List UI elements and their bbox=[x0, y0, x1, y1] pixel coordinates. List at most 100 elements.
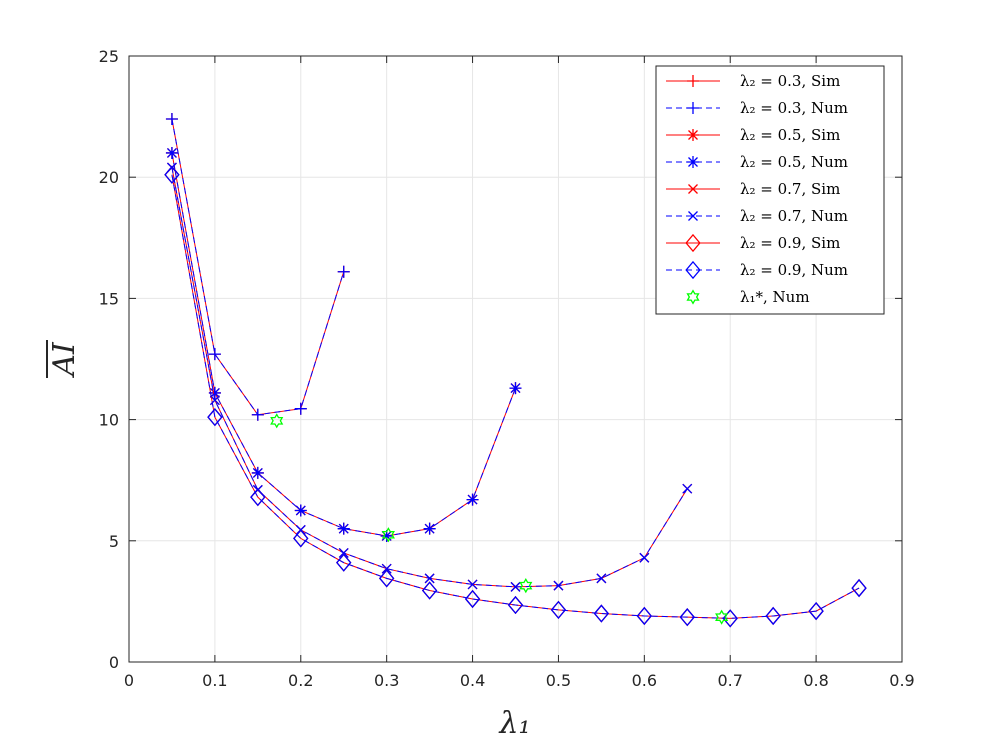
series-line bbox=[171, 152, 516, 537]
y-tick-label: 20 bbox=[99, 168, 119, 187]
y-axis-label-group: AI bbox=[46, 340, 82, 379]
data-point bbox=[165, 146, 178, 159]
legend-entry: λ₂ = 0.5, Num bbox=[666, 153, 848, 171]
legend-entry: λ₂ = 0.7, Num bbox=[666, 207, 848, 225]
data-point bbox=[338, 547, 349, 558]
series-line bbox=[171, 174, 860, 619]
legend-label: λ₂ = 0.5, Num bbox=[740, 153, 848, 171]
series-7 bbox=[164, 165, 867, 628]
data-point bbox=[685, 260, 701, 280]
data-point bbox=[251, 466, 264, 479]
y-tick-label: 5 bbox=[109, 532, 119, 551]
legend-entry: λ₂ = 0.9, Sim bbox=[666, 233, 840, 253]
data-point bbox=[510, 581, 521, 592]
data-point bbox=[765, 606, 781, 626]
data-point bbox=[682, 483, 693, 494]
data-point bbox=[209, 395, 220, 406]
series-8 bbox=[270, 413, 729, 625]
data-point bbox=[424, 573, 435, 584]
y-tick-label: 10 bbox=[99, 411, 119, 430]
data-point bbox=[165, 113, 178, 126]
data-point bbox=[467, 579, 478, 590]
axes-box bbox=[128, 55, 903, 663]
legend-entry: λ₁*, Num bbox=[686, 288, 810, 306]
legend-label: λ₂ = 0.7, Sim bbox=[740, 180, 840, 198]
legend-label: λ₂ = 0.3, Sim bbox=[740, 72, 840, 90]
legend-entry: λ₂ = 0.5, Sim bbox=[666, 126, 840, 144]
legend-label: λ₂ = 0.3, Num bbox=[740, 99, 848, 117]
axis-labels: λ₁ AI bbox=[46, 340, 531, 741]
data-point bbox=[337, 265, 350, 278]
data-point bbox=[270, 413, 284, 429]
x-tick-label: 0.6 bbox=[632, 671, 657, 690]
data-point bbox=[336, 553, 352, 572]
data-point bbox=[509, 382, 522, 395]
data-point bbox=[381, 563, 392, 574]
data-point bbox=[507, 595, 524, 615]
data-point bbox=[687, 156, 699, 168]
data-point bbox=[593, 604, 610, 623]
x-axis-label: λ₁ bbox=[498, 706, 530, 741]
legend-entry: λ₂ = 0.7, Sim bbox=[666, 180, 840, 198]
data-point bbox=[639, 552, 650, 563]
data-point bbox=[378, 569, 395, 588]
data-point bbox=[294, 504, 307, 517]
x-tick-label: 0.9 bbox=[889, 671, 914, 690]
y-tick-label: 25 bbox=[99, 47, 119, 66]
data-point bbox=[421, 581, 438, 600]
legend-entry: λ₂ = 0.3, Sim bbox=[666, 72, 840, 90]
data-point bbox=[207, 408, 223, 427]
x-tick-label: 0.3 bbox=[374, 671, 399, 690]
x-tick-label: 0.2 bbox=[288, 671, 313, 690]
legend-label: λ₂ = 0.9, Num bbox=[740, 261, 848, 279]
data-point bbox=[208, 386, 221, 399]
x-tick-label: 0 bbox=[124, 671, 134, 690]
series-layer bbox=[164, 113, 867, 628]
series-3 bbox=[165, 146, 522, 542]
data-point bbox=[688, 211, 698, 221]
data-point bbox=[337, 522, 350, 535]
data-point bbox=[851, 578, 867, 598]
legend-label: λ₂ = 0.5, Sim bbox=[740, 126, 840, 144]
data-point bbox=[208, 348, 221, 361]
data-point bbox=[381, 527, 395, 543]
data-point bbox=[294, 402, 307, 415]
data-point bbox=[466, 493, 479, 506]
legend: λ₂ = 0.3, Sim λ₂ = 0.3, Num λ₂ = 0.5, Sim λ… bbox=[655, 65, 885, 315]
series-1 bbox=[165, 113, 350, 421]
legend-entry: λ₂ = 0.3, Num bbox=[666, 99, 848, 117]
legend-label: λ₁*, Num bbox=[740, 288, 810, 306]
series-5 bbox=[166, 162, 693, 592]
data-point bbox=[688, 184, 698, 194]
data-point bbox=[687, 102, 699, 114]
data-point bbox=[164, 165, 180, 184]
data-point bbox=[293, 529, 309, 548]
x-tick-label: 0.4 bbox=[460, 671, 485, 690]
data-point bbox=[685, 233, 701, 253]
legend-entries: λ₂ = 0.3, Sim λ₂ = 0.3, Num λ₂ = 0.5, Sim λ… bbox=[666, 72, 848, 306]
tick-layer: 0 0.1 0.2 0.3 0.4 0.5 0.6 0.7 0.8 0.9 0 5 10 15 20 25 bbox=[99, 47, 915, 690]
x-tick-label: 0.1 bbox=[202, 671, 227, 690]
x-tick-label: 0.5 bbox=[546, 671, 571, 690]
data-point bbox=[679, 608, 695, 627]
data-point bbox=[715, 609, 729, 625]
legend-label: λ₂ = 0.9, Sim bbox=[740, 234, 840, 252]
y-tick-label: 0 bbox=[109, 653, 119, 672]
data-point bbox=[423, 522, 436, 535]
x-tick-label: 0.8 bbox=[803, 671, 828, 690]
x-tick-label: 0.7 bbox=[717, 671, 742, 690]
data-point bbox=[596, 573, 607, 584]
data-point bbox=[553, 580, 564, 591]
data-point bbox=[808, 601, 824, 621]
data-point bbox=[687, 75, 699, 87]
data-point bbox=[250, 488, 266, 507]
grid bbox=[129, 56, 902, 662]
data-point bbox=[519, 578, 533, 594]
y-tick-label: 15 bbox=[99, 289, 119, 308]
y-axis-label: AI bbox=[47, 341, 82, 379]
legend-label: λ₂ = 0.7, Num bbox=[740, 207, 848, 225]
data-point bbox=[636, 606, 653, 626]
data-point bbox=[686, 289, 700, 305]
data-point bbox=[687, 129, 699, 141]
